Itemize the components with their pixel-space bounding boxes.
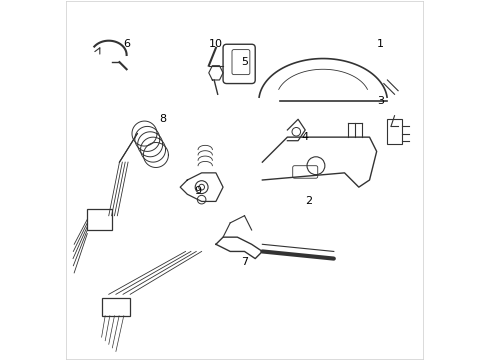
- Polygon shape: [216, 237, 262, 258]
- Text: 6: 6: [123, 39, 130, 49]
- Text: 9: 9: [194, 186, 201, 196]
- Bar: [87, 208, 112, 230]
- Text: 1: 1: [376, 39, 383, 49]
- Text: 4: 4: [301, 132, 308, 142]
- Text: 2: 2: [305, 197, 312, 206]
- Text: 8: 8: [159, 114, 165, 124]
- Bar: [102, 298, 130, 316]
- Polygon shape: [180, 173, 223, 202]
- Text: 5: 5: [241, 57, 247, 67]
- Text: 3: 3: [376, 96, 383, 107]
- Text: 10: 10: [208, 39, 223, 49]
- Bar: [386, 119, 401, 144]
- Text: 7: 7: [241, 257, 247, 267]
